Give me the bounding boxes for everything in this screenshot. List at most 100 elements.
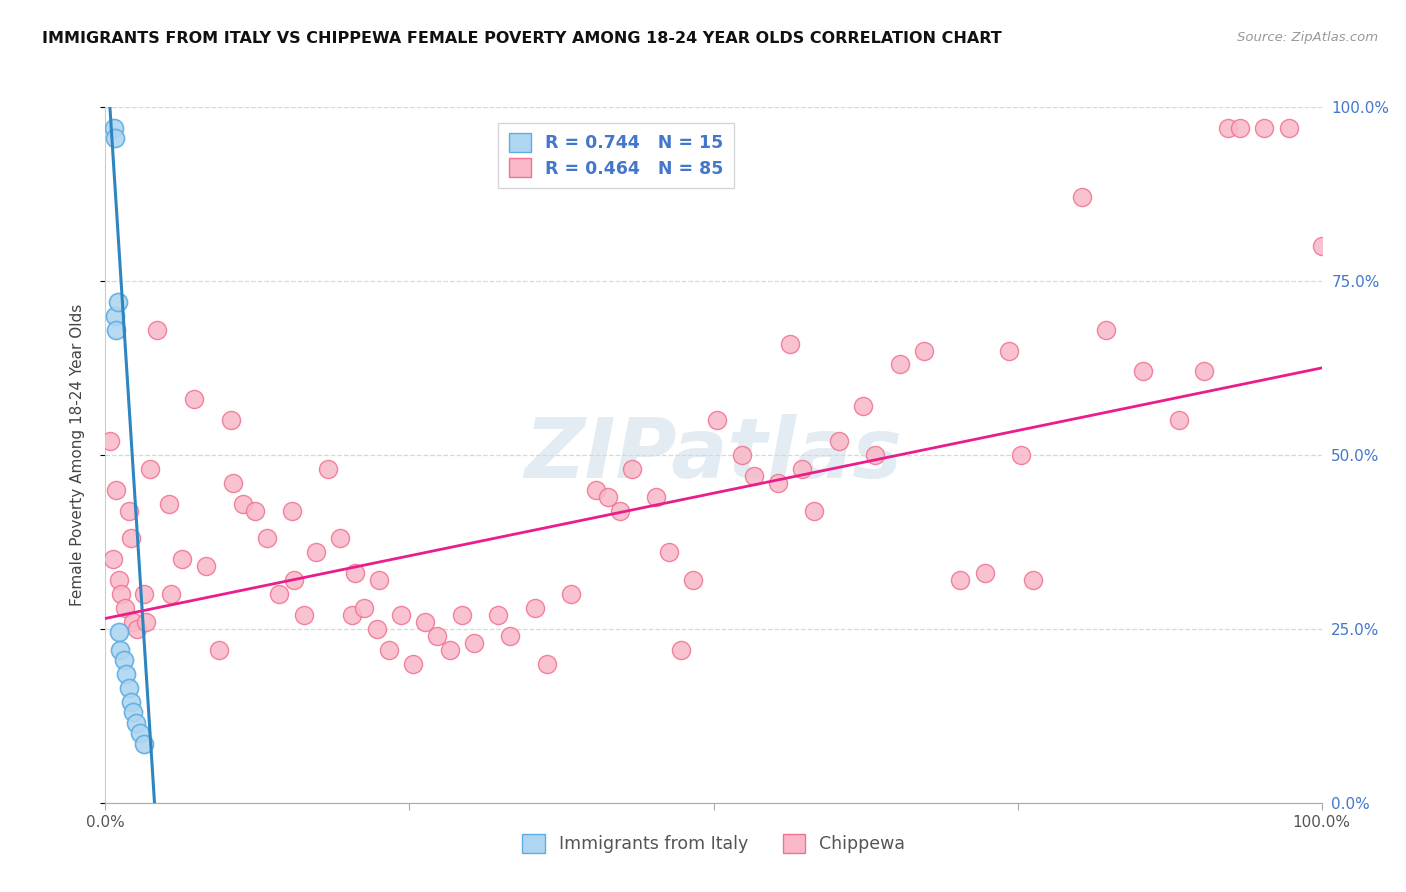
Point bbox=[105, 483, 128, 497]
Point bbox=[157, 497, 180, 511]
Point bbox=[1253, 120, 1275, 135]
Point bbox=[742, 468, 765, 483]
Point bbox=[1168, 413, 1191, 427]
Point bbox=[1095, 323, 1118, 337]
Point bbox=[232, 497, 254, 511]
Point bbox=[343, 566, 366, 581]
Point bbox=[828, 434, 851, 448]
Text: ZIPatlas: ZIPatlas bbox=[524, 415, 903, 495]
Point bbox=[256, 532, 278, 546]
Point bbox=[645, 490, 668, 504]
Point bbox=[108, 642, 131, 657]
Point bbox=[439, 642, 461, 657]
Point bbox=[110, 587, 132, 601]
Point bbox=[585, 483, 607, 497]
Point bbox=[536, 657, 558, 671]
Point bbox=[104, 309, 127, 323]
Point bbox=[1010, 448, 1032, 462]
Point bbox=[329, 532, 352, 546]
Point bbox=[316, 462, 339, 476]
Point bbox=[117, 681, 139, 695]
Point bbox=[120, 695, 142, 709]
Point bbox=[183, 392, 205, 407]
Point bbox=[104, 131, 127, 145]
Point bbox=[1278, 120, 1301, 135]
Point bbox=[342, 607, 364, 622]
Point bbox=[160, 587, 183, 601]
Point bbox=[195, 559, 218, 574]
Point bbox=[120, 532, 142, 546]
Point bbox=[108, 573, 131, 587]
Point bbox=[413, 615, 436, 629]
Point bbox=[682, 573, 704, 587]
Point bbox=[103, 120, 125, 135]
Point bbox=[499, 629, 522, 643]
Point bbox=[609, 503, 631, 517]
Point bbox=[219, 413, 242, 427]
Point bbox=[426, 629, 449, 643]
Point bbox=[115, 667, 138, 681]
Point bbox=[779, 336, 801, 351]
Point bbox=[135, 615, 157, 629]
Point bbox=[108, 625, 131, 640]
Point bbox=[222, 475, 245, 490]
Point bbox=[105, 323, 128, 337]
Point bbox=[402, 657, 425, 671]
Point bbox=[998, 343, 1021, 358]
Point bbox=[139, 462, 162, 476]
Point bbox=[1132, 364, 1154, 378]
Point bbox=[122, 706, 145, 720]
Point bbox=[114, 601, 136, 615]
Point bbox=[596, 490, 619, 504]
Point bbox=[657, 545, 679, 559]
Point bbox=[730, 448, 752, 462]
Point bbox=[378, 642, 401, 657]
Point bbox=[145, 323, 167, 337]
Point bbox=[1216, 120, 1239, 135]
Point bbox=[669, 642, 692, 657]
Point bbox=[134, 587, 156, 601]
Point bbox=[803, 503, 825, 517]
Point bbox=[1022, 573, 1045, 587]
Point bbox=[128, 726, 150, 740]
Point bbox=[125, 715, 148, 730]
Point bbox=[389, 607, 412, 622]
Point bbox=[450, 607, 472, 622]
Point bbox=[207, 642, 229, 657]
Point bbox=[292, 607, 315, 622]
Point bbox=[766, 475, 789, 490]
Point bbox=[269, 587, 291, 601]
Point bbox=[1310, 239, 1333, 253]
Point bbox=[243, 503, 266, 517]
Point bbox=[112, 653, 135, 667]
Point bbox=[305, 545, 328, 559]
Point bbox=[973, 566, 995, 581]
Point bbox=[865, 448, 887, 462]
Point bbox=[706, 413, 728, 427]
Legend: Immigrants from Italy, Chippewa: Immigrants from Italy, Chippewa bbox=[515, 827, 912, 860]
Point bbox=[98, 434, 121, 448]
Point bbox=[792, 462, 814, 476]
Point bbox=[170, 552, 193, 566]
Point bbox=[889, 358, 911, 372]
Point bbox=[523, 601, 546, 615]
Point bbox=[122, 615, 145, 629]
Point bbox=[353, 601, 375, 615]
Point bbox=[368, 573, 391, 587]
Point bbox=[1071, 190, 1094, 204]
Point bbox=[101, 552, 124, 566]
Point bbox=[366, 622, 388, 636]
Text: IMMIGRANTS FROM ITALY VS CHIPPEWA FEMALE POVERTY AMONG 18-24 YEAR OLDS CORRELATI: IMMIGRANTS FROM ITALY VS CHIPPEWA FEMALE… bbox=[42, 31, 1002, 46]
Point bbox=[486, 607, 509, 622]
Point bbox=[1192, 364, 1215, 378]
Point bbox=[125, 622, 148, 636]
Point bbox=[560, 587, 582, 601]
Point bbox=[280, 503, 302, 517]
Point bbox=[463, 636, 485, 650]
Y-axis label: Female Poverty Among 18-24 Year Olds: Female Poverty Among 18-24 Year Olds bbox=[70, 304, 84, 606]
Point bbox=[107, 294, 129, 309]
Point bbox=[949, 573, 972, 587]
Point bbox=[134, 737, 156, 751]
Point bbox=[117, 503, 139, 517]
Point bbox=[852, 399, 875, 413]
